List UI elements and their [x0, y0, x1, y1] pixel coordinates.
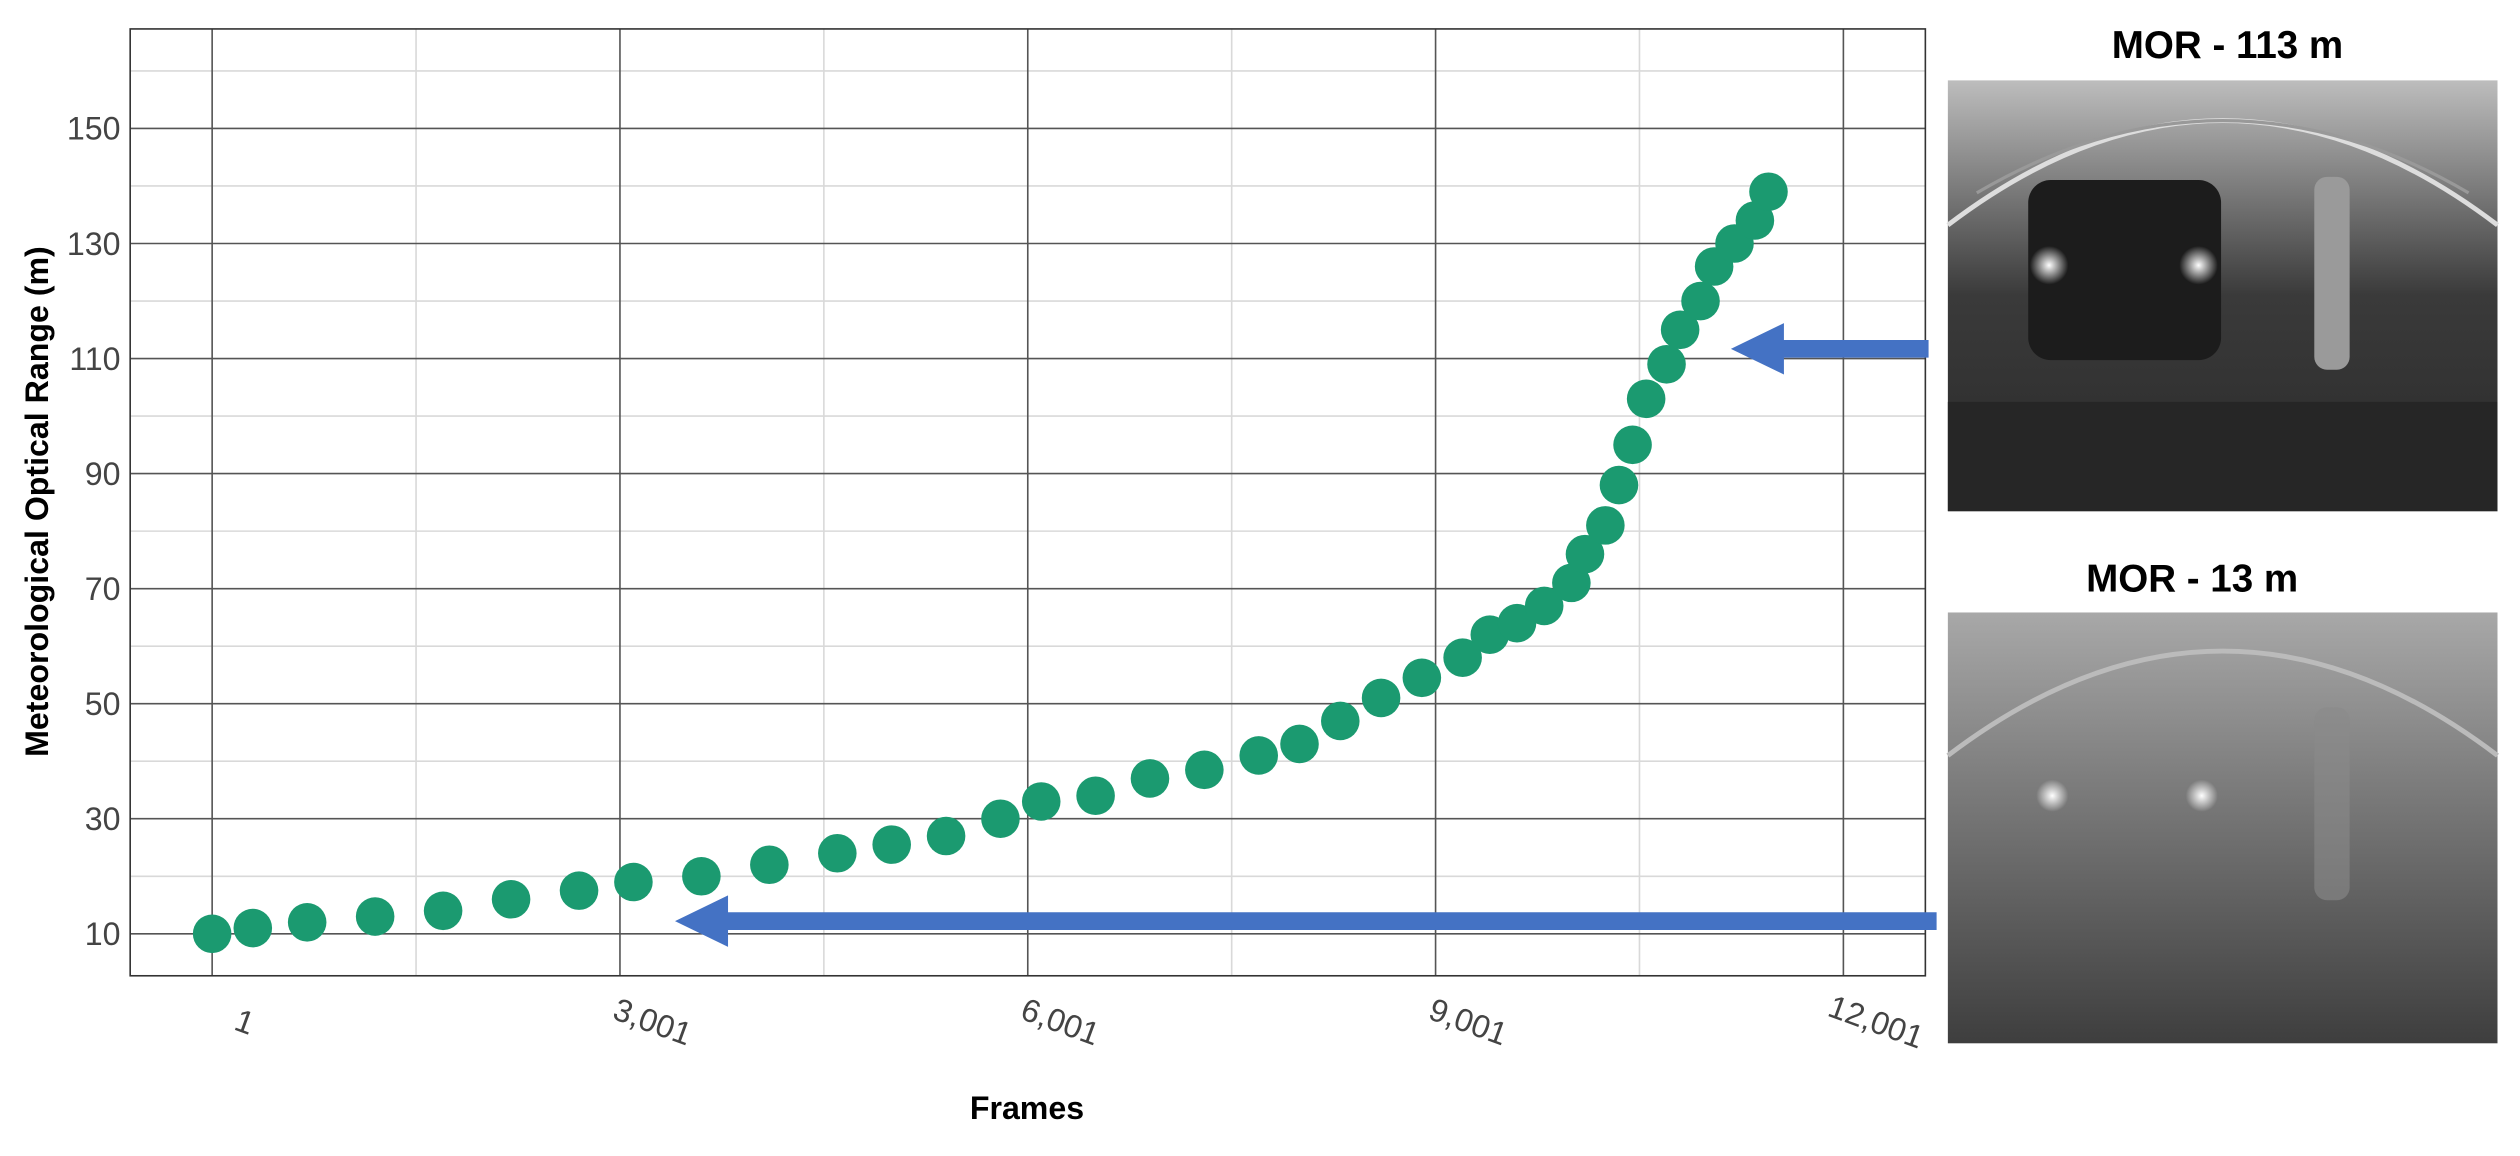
data-point: [1076, 776, 1115, 816]
data-point: [1749, 172, 1788, 212]
y-tick-label: 70: [85, 571, 121, 607]
data-point: [1524, 586, 1564, 626]
data-point: [1735, 201, 1775, 240]
x-tick-label: 3,001: [609, 991, 697, 1052]
image-title: MOR - 113 m: [2112, 24, 2343, 67]
y-tick-label: 110: [69, 341, 120, 377]
data-point: [491, 879, 531, 919]
plot-border: [129, 28, 1927, 977]
data-point: [1402, 658, 1442, 698]
data-point: [1280, 724, 1319, 764]
data-point: [750, 845, 789, 885]
image-title: MOR - 13 m: [2086, 558, 2298, 601]
data-point: [872, 825, 911, 864]
data-point: [1321, 701, 1360, 741]
y-tick-label: 30: [85, 801, 121, 837]
data-point: [1239, 736, 1279, 775]
y-tick-label: 130: [67, 226, 121, 262]
data-point: [355, 897, 395, 936]
data-point: [1130, 759, 1170, 798]
photo-fog: [1946, 612, 2499, 1044]
data-point: [682, 856, 721, 896]
data-point: [559, 871, 599, 910]
arrows: [675, 323, 1937, 947]
y-tick-label: 10: [85, 916, 121, 952]
data-point: [614, 862, 653, 902]
data-point: [1647, 345, 1686, 384]
data-point: [233, 908, 273, 948]
data-point: [423, 891, 463, 931]
x-tick-label: 12,001: [1824, 988, 1929, 1055]
data-point: [1361, 678, 1401, 718]
x-tick-label: 9,001: [1424, 991, 1512, 1052]
plot-area: 1 3,001 6,001 9,001 12,001 10 30 50 70 90 110 130 15…: [67, 28, 1929, 1055]
y-tick-label: 50: [85, 686, 121, 722]
data-point: [192, 914, 232, 954]
data-point: [981, 799, 1020, 839]
data-point: [1613, 425, 1652, 465]
data-point: [1565, 534, 1605, 574]
data-point: [1681, 281, 1720, 321]
x-tick-label: 6,001: [1017, 991, 1105, 1052]
y-tick-label: 90: [85, 456, 121, 492]
data-point: [926, 816, 966, 856]
x-tick-label: 1: [230, 1002, 259, 1042]
y-tick-label: 150: [67, 111, 121, 147]
x-axis-label: Frames: [970, 1090, 1084, 1126]
data-point: [1443, 638, 1482, 677]
data-point: [1599, 465, 1639, 505]
data-point: [1586, 506, 1625, 545]
data-point: [1021, 782, 1061, 821]
data-point: [1185, 750, 1224, 790]
data-point: [1660, 310, 1700, 350]
y-axis-label: Meteorological Optical Range (m): [19, 246, 55, 757]
data-point: [1552, 563, 1591, 603]
data-point: [287, 902, 327, 942]
photo-clear: [1946, 80, 2499, 512]
data-point: [1626, 379, 1666, 419]
data-point: [818, 833, 857, 873]
